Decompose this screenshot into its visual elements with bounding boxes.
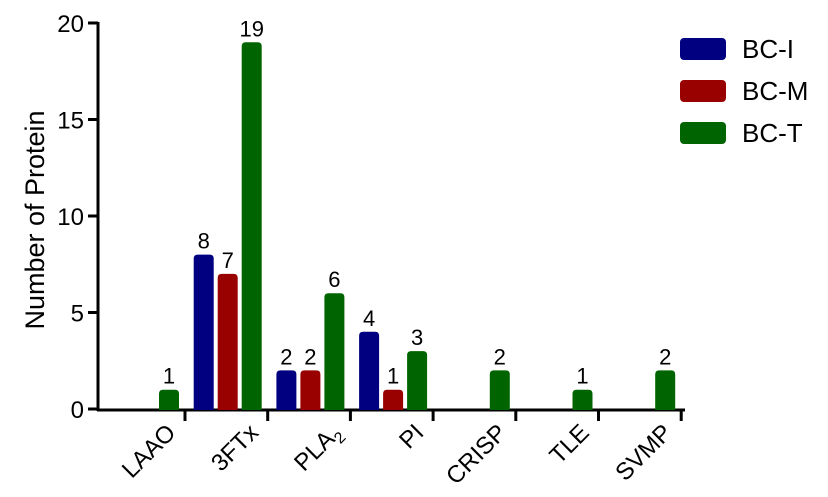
x-tick-label-pla2: PLA2 [289,419,349,479]
data-label-bc-m-3ftx: 7 [222,248,234,273]
bar-bc-t-svmp [655,370,676,410]
bar-bc-t-tle [572,389,593,410]
data-labels: 8 2 4 7 2 1 1 19 6 3 2 1 2 [163,16,671,388]
bar-bc-i-pla2 [276,370,297,410]
bar-bc-m-pla2 [300,370,321,410]
bar-bc-i-3ftx [193,254,214,410]
x-tick-label-crisp: CRISP [441,419,512,490]
y-tick-label: 10 [57,204,84,231]
y-tick-label: 20 [57,11,84,38]
bar-bc-t-pla2 [324,293,345,410]
bar-bc-i-pi [359,331,380,410]
legend: BC-I BC-M BC-T [680,34,808,148]
bar-bc-t-3ftx [241,42,262,411]
y-tick-label: 15 [57,108,84,135]
data-label-bc-t-crisp: 2 [494,344,506,369]
data-label-bc-i-3ftx: 8 [198,229,210,254]
legend-label-bc-m: BC-M [742,76,808,106]
data-label-bc-t-pla2: 6 [328,267,340,292]
data-label-bc-t-laao: 1 [163,364,175,389]
x-tick-label-pi: PI [394,419,429,454]
legend-swatch-bc-m [680,80,726,102]
data-label-bc-t-svmp: 2 [659,344,671,369]
data-label-bc-t-pi: 3 [411,325,423,350]
bar-bc-t-laao [159,389,179,410]
x-tick-label-laao: LAAO [117,419,181,483]
legend-label-bc-t: BC-T [742,118,803,148]
y-axis: 0 5 10 15 20 [57,11,100,424]
bar-bc-t-crisp [489,370,510,410]
bar-bc-m-3ftx [217,273,238,410]
bar-bc-t-pi [407,351,428,410]
x-tick-label-tle: TLE [545,419,595,469]
x-tick-label-3ftx: 3FTx [206,419,264,477]
y-tick-label: 5 [71,301,84,328]
legend-swatch-bc-i [680,38,726,60]
data-label-bc-i-pi: 4 [363,306,375,331]
data-label-bc-t-tle: 1 [576,364,588,389]
legend-swatch-bc-t [680,122,726,144]
bars [159,42,676,411]
legend-label-bc-i: BC-I [742,34,794,64]
data-label-bc-m-pi: 1 [387,364,399,389]
bar-bc-m-pi [383,389,404,410]
x-axis: LAAO 3FTx PLA2 PI CRISP TLE SVMP [97,408,685,490]
y-tick-label: 0 [71,397,84,424]
data-label-bc-t-3ftx: 19 [239,16,263,41]
y-axis-label: Number of Protein [20,110,50,329]
x-tick-label-svmp: SVMP [610,419,677,486]
data-label-bc-m-pla2: 2 [304,344,316,369]
data-label-bc-i-pla2: 2 [280,344,292,369]
